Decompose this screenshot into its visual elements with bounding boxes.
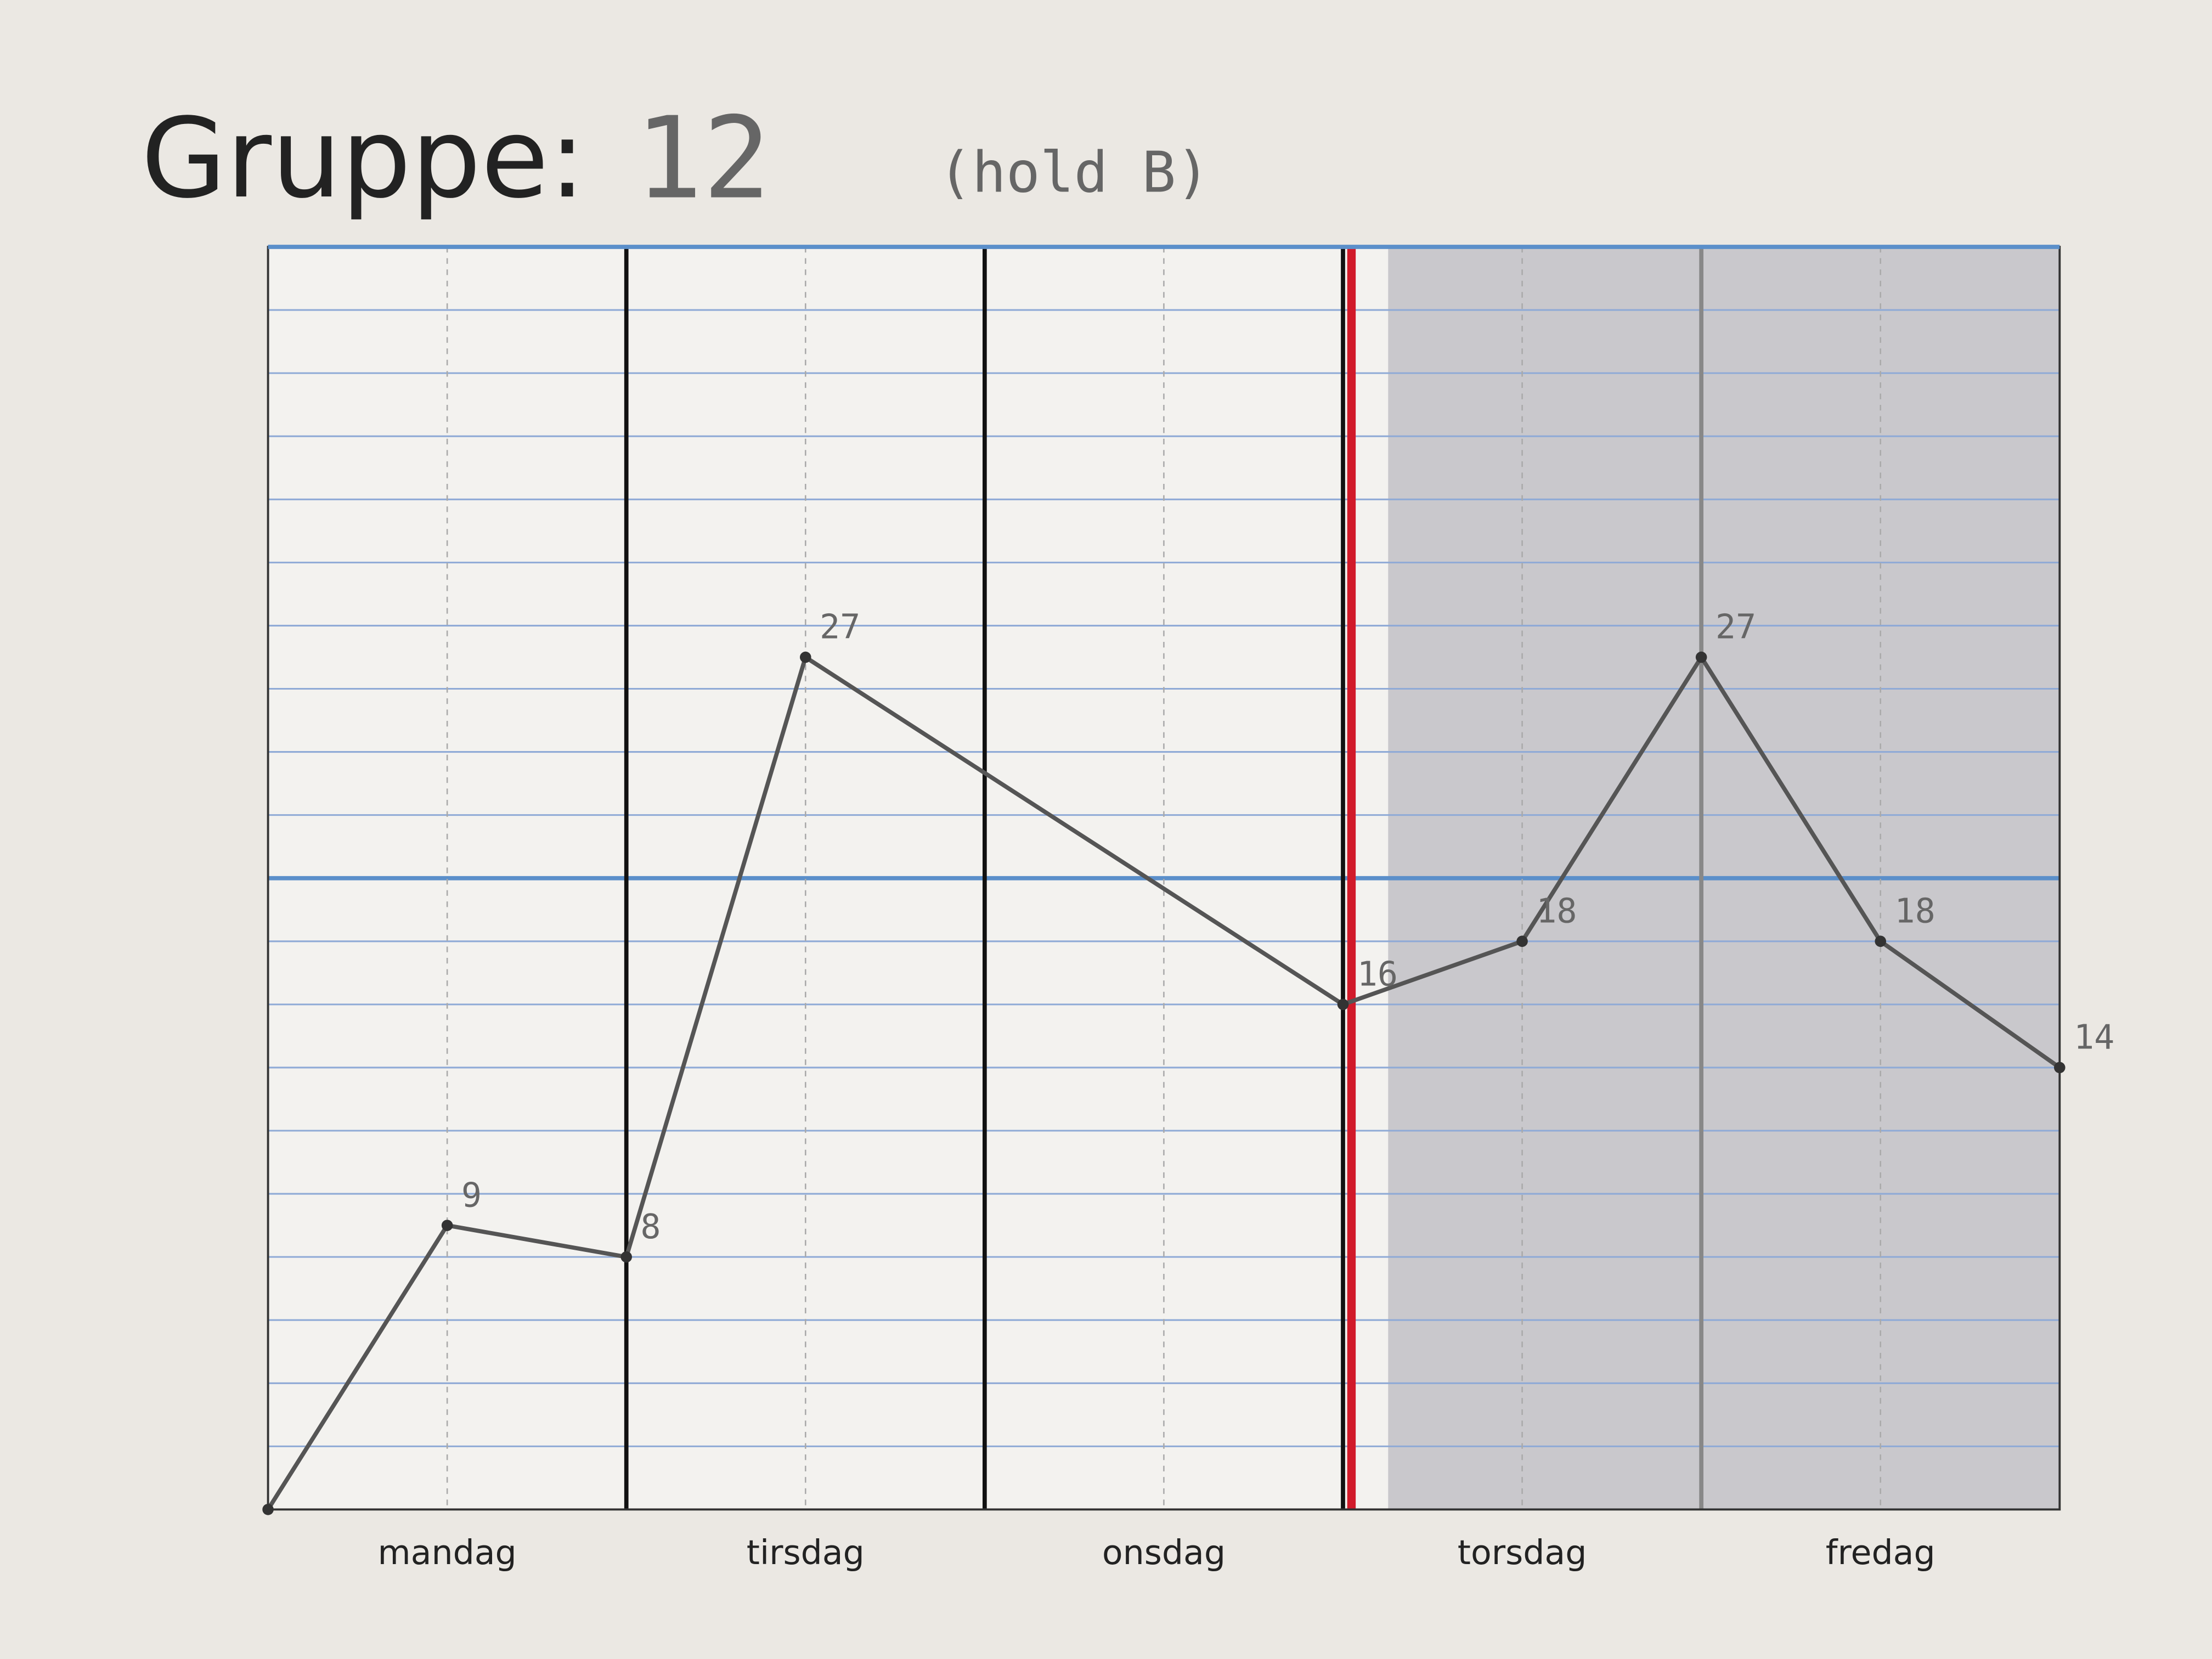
data-point: [1337, 998, 1349, 1011]
value-label: 16: [1357, 955, 1398, 994]
data-point: [620, 1251, 632, 1263]
data-point: [2054, 1062, 2066, 1074]
value-label: 9: [461, 1175, 482, 1215]
chart-title: Gruppe:: [141, 95, 586, 223]
data-point: [1875, 935, 1886, 947]
x-tick-label: mandag: [378, 1533, 517, 1572]
x-tick-label: onsdag: [1102, 1533, 1226, 1572]
value-label: 14: [2074, 1018, 2114, 1057]
x-tick-label: torsdag: [1458, 1533, 1587, 1572]
value-label: 18: [1536, 891, 1577, 930]
data-point: [262, 1504, 274, 1515]
value-label: 8: [640, 1207, 661, 1246]
value-label: 27: [1716, 607, 1756, 647]
data-point: [441, 1220, 453, 1231]
value-label: 27: [820, 607, 860, 647]
x-tick-label: tirsdag: [747, 1533, 865, 1572]
data-point: [1516, 935, 1528, 947]
x-tick-label: fredag: [1826, 1533, 1936, 1572]
group-note: (hold B): [938, 140, 1210, 206]
data-point: [1695, 651, 1707, 663]
group-number: 12: [635, 93, 771, 224]
value-label: 18: [1894, 891, 1935, 930]
data-point: [800, 651, 811, 663]
